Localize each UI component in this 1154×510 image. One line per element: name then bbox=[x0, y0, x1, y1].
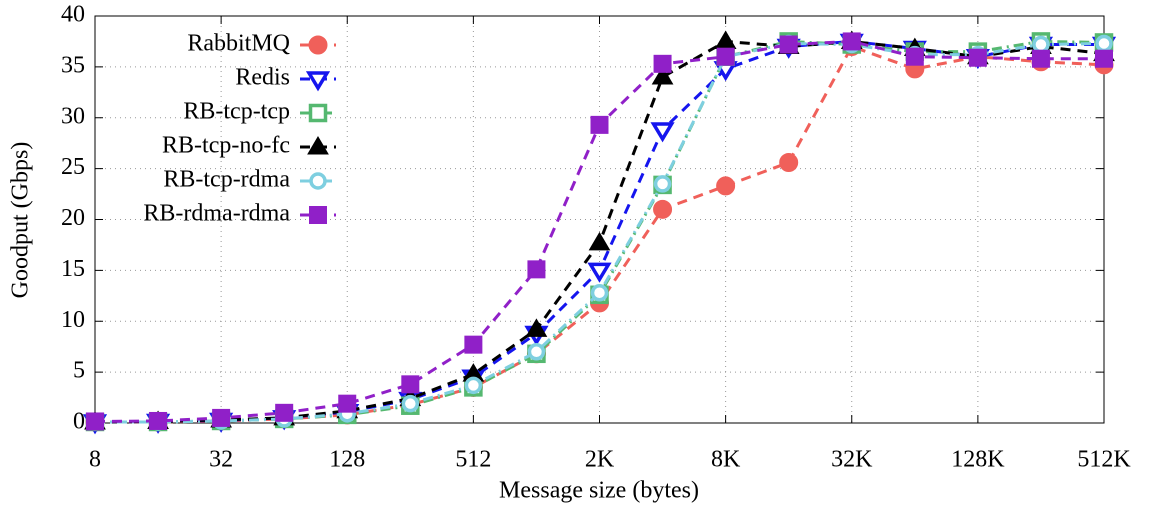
y-tick-label: 10 bbox=[61, 307, 85, 333]
y-tick-label: 40 bbox=[61, 2, 85, 28]
marker bbox=[401, 394, 420, 413]
x-tick-label: 32K bbox=[831, 447, 873, 473]
marker bbox=[401, 375, 420, 394]
marker bbox=[149, 411, 168, 430]
x-tick-label: 8K bbox=[711, 447, 741, 473]
marker bbox=[1031, 49, 1050, 68]
marker bbox=[1032, 35, 1050, 54]
y-axis-title: Goodput (Gbps) bbox=[8, 142, 34, 299]
x-tick-label: 512K bbox=[1077, 447, 1131, 473]
marker bbox=[275, 403, 294, 422]
marker bbox=[653, 199, 673, 219]
marker bbox=[653, 175, 672, 193]
y-tick-label: 15 bbox=[61, 256, 85, 282]
legend-marker bbox=[307, 136, 329, 155]
marker bbox=[716, 47, 735, 66]
marker bbox=[527, 343, 546, 361]
y-tick-label: 30 bbox=[61, 103, 85, 129]
x-axis-title: Message size (bytes) bbox=[499, 478, 699, 504]
marker bbox=[86, 412, 104, 431]
marker bbox=[716, 176, 736, 196]
marker bbox=[1095, 34, 1113, 53]
marker bbox=[212, 408, 231, 427]
series-line bbox=[95, 39, 1105, 424]
marker bbox=[714, 30, 737, 49]
marker bbox=[842, 32, 861, 51]
series-line bbox=[95, 41, 1105, 424]
marker bbox=[590, 115, 609, 134]
x-tick-label: 2K bbox=[585, 447, 615, 473]
legend-marker bbox=[309, 172, 327, 190]
marker bbox=[653, 54, 672, 73]
legend-marker bbox=[308, 35, 328, 55]
marker bbox=[464, 376, 483, 395]
legend-label: RB-tcp-rdma bbox=[163, 167, 290, 193]
marker bbox=[590, 284, 609, 302]
y-tick-label: 5 bbox=[73, 358, 85, 384]
x-tick-label: 128 bbox=[329, 447, 365, 473]
legend-label: RB-tcp-no-fc bbox=[162, 133, 290, 159]
marker bbox=[527, 260, 546, 279]
y-tick-label: 20 bbox=[61, 205, 85, 231]
x-tick-label: 128K bbox=[951, 447, 1005, 473]
marker bbox=[1095, 49, 1113, 68]
marker bbox=[587, 262, 612, 283]
x-tick-label: 512 bbox=[455, 447, 491, 473]
marker bbox=[968, 48, 987, 67]
legend-label: RB-rdma-rdma bbox=[143, 201, 290, 227]
y-tick-label: 25 bbox=[61, 154, 85, 180]
legend-marker bbox=[305, 71, 331, 92]
legend-marker bbox=[309, 206, 327, 224]
legend-label: RB-tcp-tcp bbox=[183, 99, 290, 125]
marker bbox=[464, 335, 483, 354]
marker bbox=[588, 231, 611, 251]
marker bbox=[650, 122, 675, 143]
legend-label: Redis bbox=[235, 65, 290, 91]
legend-marker bbox=[308, 103, 328, 123]
marker bbox=[779, 35, 798, 54]
marker bbox=[905, 47, 924, 66]
plot-frame bbox=[94, 15, 1105, 424]
legend-label: RabbitMQ bbox=[187, 31, 290, 57]
marker bbox=[779, 153, 799, 173]
marker bbox=[651, 66, 674, 85]
x-tick-label: 32 bbox=[209, 447, 233, 473]
y-tick-label: 35 bbox=[61, 52, 85, 78]
marker bbox=[338, 394, 357, 413]
y-tick-label: 0 bbox=[73, 409, 85, 435]
x-tick-label: 8 bbox=[89, 447, 101, 473]
marker bbox=[525, 318, 548, 337]
